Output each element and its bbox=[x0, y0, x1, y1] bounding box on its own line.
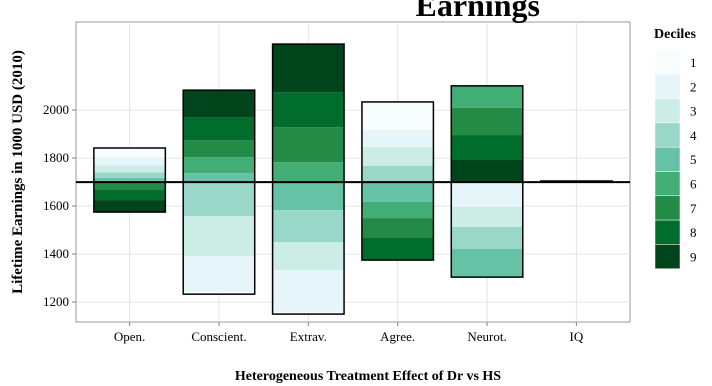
bar-segment bbox=[272, 127, 345, 163]
bar-segment bbox=[183, 216, 255, 257]
bar-segment bbox=[451, 207, 523, 227]
bar-segment bbox=[451, 107, 523, 136]
bar-segment bbox=[272, 44, 345, 93]
bar-segment bbox=[451, 226, 523, 250]
chart-title: Earnings bbox=[416, 0, 540, 23]
bar-segment bbox=[183, 291, 255, 295]
bar-segment bbox=[93, 148, 166, 158]
bar-segment bbox=[93, 182, 166, 190]
bar-segment bbox=[272, 242, 345, 271]
bar-segment bbox=[93, 200, 166, 213]
y-tick-label: 1200 bbox=[43, 294, 69, 309]
bar-segment bbox=[361, 182, 434, 202]
bar-segment bbox=[451, 249, 523, 278]
bar-segment bbox=[361, 238, 434, 261]
x-tick-label: Extrav. bbox=[290, 329, 327, 344]
bar-segment bbox=[93, 165, 166, 173]
bar-segment bbox=[361, 101, 434, 130]
y-tick-label: 1600 bbox=[43, 198, 69, 213]
legend-label: 8 bbox=[690, 225, 697, 240]
bar-segment bbox=[183, 173, 255, 183]
legend-label: 7 bbox=[690, 201, 697, 216]
bar-outline bbox=[93, 147, 167, 213]
y-tick-label: 1400 bbox=[43, 246, 69, 261]
bar-outline bbox=[182, 89, 256, 295]
bar-segment bbox=[361, 130, 434, 148]
legend-label: 9 bbox=[690, 249, 697, 264]
bar-segment bbox=[272, 162, 345, 183]
bar-segment bbox=[451, 160, 523, 183]
legend-label: 2 bbox=[690, 79, 697, 94]
bar-segment bbox=[272, 210, 345, 243]
x-axis-label: Heterogeneous Treatment Effect of Dr vs … bbox=[235, 369, 501, 384]
x-tick-label: Conscient. bbox=[191, 329, 246, 344]
legend-key bbox=[654, 244, 681, 269]
bar-segment bbox=[272, 92, 345, 128]
y-axis-label: Lifetime Earnings in 1000 USD (2010) bbox=[10, 50, 26, 294]
legend-key bbox=[654, 146, 681, 172]
legend-label: 3 bbox=[690, 104, 697, 119]
y-tick-label: 1800 bbox=[43, 150, 69, 165]
bar-segment bbox=[361, 166, 434, 183]
legend-label: 5 bbox=[690, 152, 697, 167]
bar-outline bbox=[271, 43, 345, 315]
legend-key bbox=[654, 122, 681, 148]
bar-segment bbox=[183, 140, 255, 158]
bar-segment bbox=[272, 182, 345, 211]
bar-segment bbox=[361, 218, 434, 238]
bar-segment bbox=[451, 135, 523, 160]
legend-key bbox=[654, 74, 681, 99]
bar-segment bbox=[183, 256, 255, 292]
bar-outline bbox=[361, 101, 435, 261]
bar-segment bbox=[183, 90, 255, 118]
legend-label: 6 bbox=[690, 177, 697, 192]
bar-segment bbox=[183, 157, 255, 174]
legend-key bbox=[654, 98, 681, 124]
x-tick-label: Agree. bbox=[380, 329, 415, 344]
legend-label: 4 bbox=[690, 128, 697, 143]
bar-segment bbox=[272, 270, 345, 312]
bar-segment bbox=[183, 117, 255, 141]
bar-segment bbox=[93, 157, 166, 166]
x-tick-label: Neurot. bbox=[467, 329, 506, 344]
x-tick-label: Open. bbox=[114, 329, 145, 344]
bar-segment bbox=[272, 311, 345, 315]
legend-key bbox=[654, 49, 681, 75]
legend-key bbox=[654, 195, 681, 221]
bar-segment bbox=[361, 202, 434, 219]
legend-key bbox=[654, 171, 681, 197]
bar-segment bbox=[93, 177, 166, 181]
plot-panel bbox=[75, 21, 631, 323]
bar-segment bbox=[451, 182, 523, 208]
bar-segment bbox=[361, 147, 434, 166]
bar-segment bbox=[93, 189, 166, 201]
legend-key bbox=[654, 219, 681, 245]
bar-segment bbox=[451, 85, 523, 108]
legend-label: 1 bbox=[690, 55, 697, 70]
legend-title: Deciles bbox=[654, 27, 697, 42]
bar-segment bbox=[183, 182, 255, 217]
x-tick-label: IQ bbox=[570, 329, 584, 344]
bar-segment bbox=[93, 172, 166, 178]
y-tick-label: 2000 bbox=[43, 102, 69, 117]
